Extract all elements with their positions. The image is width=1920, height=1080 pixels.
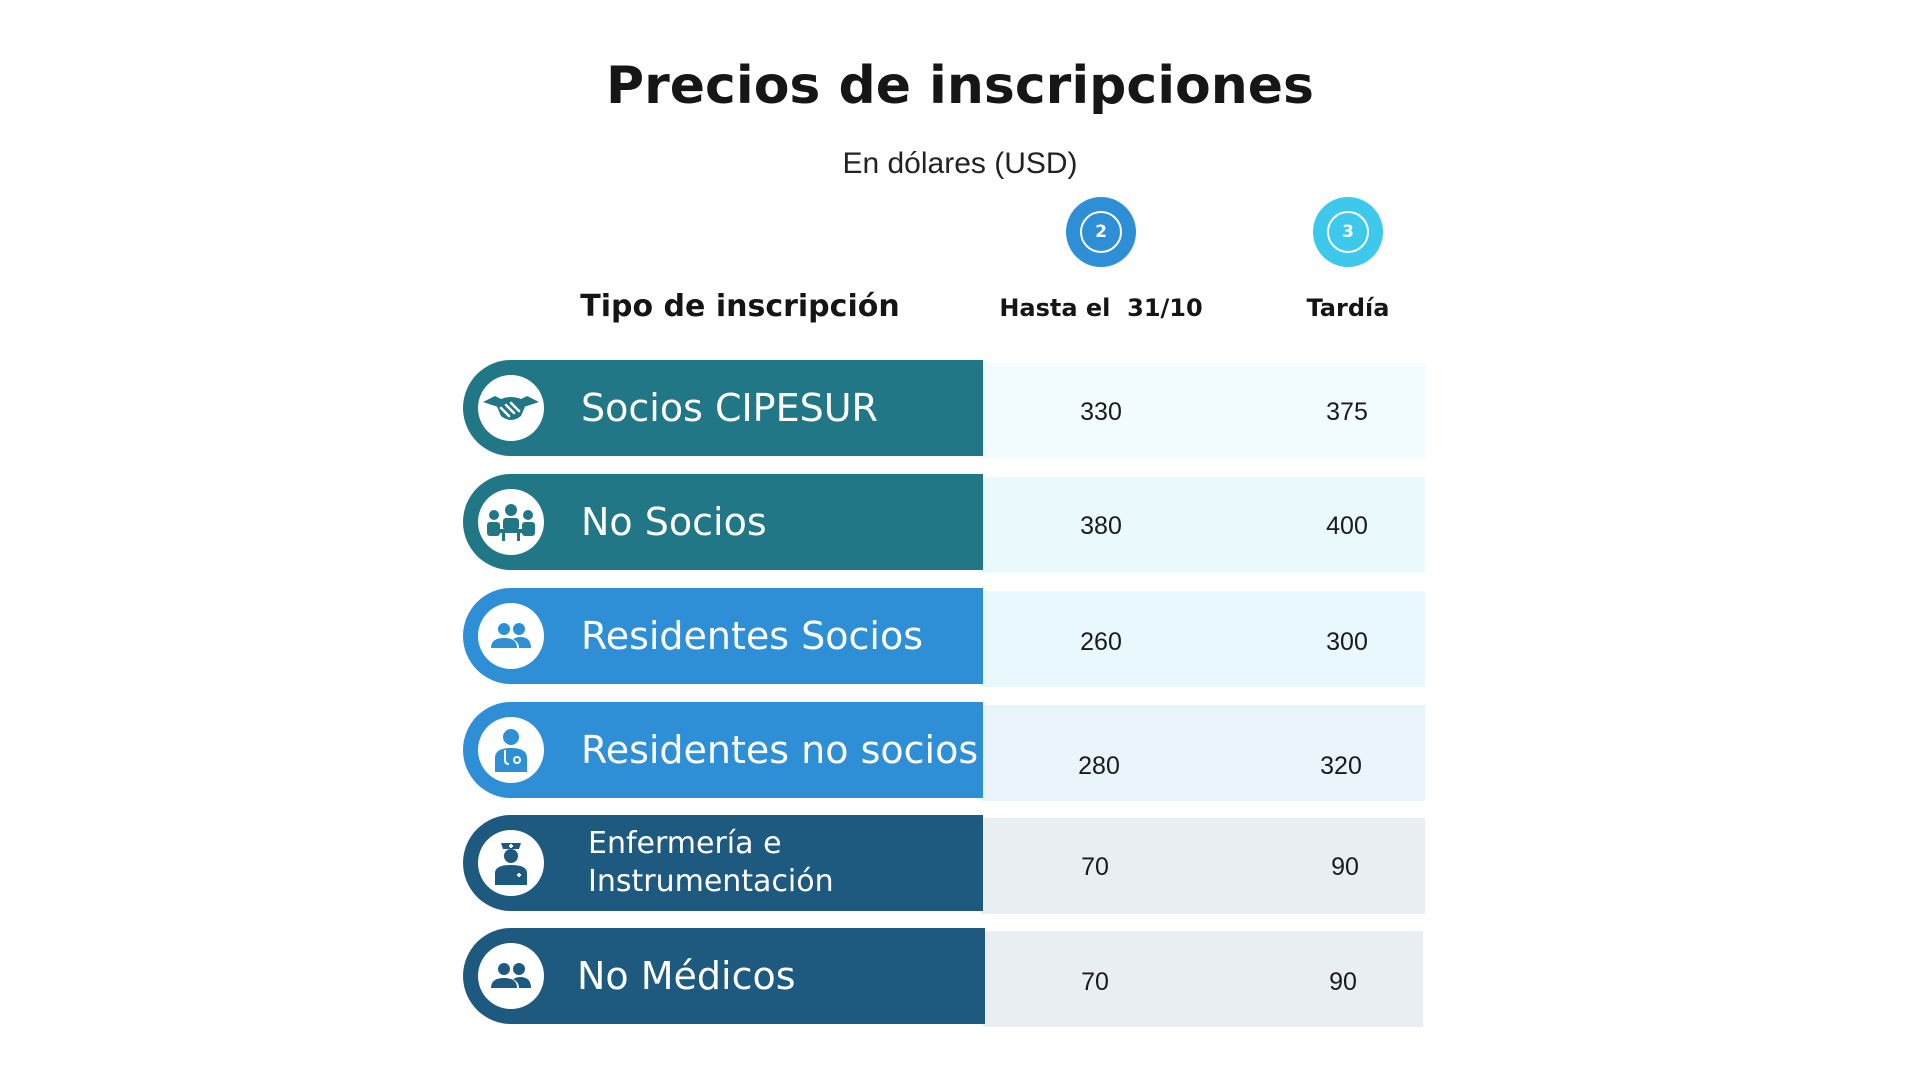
early-badge: 2 <box>1066 197 1136 267</box>
row-label: Residentes no socios <box>581 728 979 772</box>
row-label-pill: Enfermería e Instrumentación <box>463 815 983 911</box>
price-early: 70 <box>1081 968 1109 996</box>
late-badge-number: 3 <box>1327 211 1369 253</box>
price-row-socios-cipesur: Socios CIPESUR 330 375 <box>463 360 1425 459</box>
row-label-pill: Residentes no socios <box>463 702 983 798</box>
price-row-no-medicos: No Médicos 70 90 <box>463 928 1425 1027</box>
price-late: 375 <box>1326 398 1368 426</box>
row-values-background <box>981 591 1425 687</box>
price-row-residentes-socios: Residentes Socios 260 300 <box>463 588 1425 687</box>
row-label-pill: No Socios <box>463 474 983 570</box>
meeting-people-icon <box>478 489 544 555</box>
price-row-residentes-no-socios: Residentes no socios 280 320 <box>463 702 1425 801</box>
row-label-pill: Socios CIPESUR <box>463 360 983 456</box>
handshake-icon <box>478 375 544 441</box>
price-early: 380 <box>1080 512 1122 540</box>
row-label-pill: Residentes Socios <box>463 588 983 684</box>
row-values-background <box>981 818 1425 914</box>
row-label: Residentes Socios <box>581 614 924 658</box>
people-icon <box>478 943 544 1009</box>
row-label: No Médicos <box>577 954 796 998</box>
people-icon <box>478 603 544 669</box>
early-column-header: Hasta el 31/10 <box>999 294 1203 322</box>
doctor-icon <box>478 717 544 783</box>
price-late: 320 <box>1320 752 1362 780</box>
page-subtitle: En dólares (USD) <box>842 147 1078 180</box>
row-label: Enfermería e Instrumentación <box>588 826 834 899</box>
price-row-enfermeria: Enfermería e Instrumentación 70 90 <box>463 815 1425 914</box>
page-title: Precios de inscripciones <box>606 56 1314 116</box>
price-early: 330 <box>1080 398 1122 426</box>
row-label-pill: No Médicos <box>463 928 985 1024</box>
row-values-background <box>981 477 1425 573</box>
row-label: No Socios <box>581 500 767 544</box>
price-row-no-socios: No Socios 380 400 <box>463 474 1425 573</box>
type-column-header: Tipo de inscripción <box>580 289 900 324</box>
price-early: 280 <box>1078 752 1120 780</box>
price-late: 300 <box>1326 628 1368 656</box>
price-late: 90 <box>1331 853 1359 881</box>
early-badge-number: 2 <box>1080 211 1122 253</box>
row-values-background <box>981 705 1425 801</box>
nurse-icon <box>478 830 544 896</box>
price-late: 90 <box>1329 968 1357 996</box>
price-late: 400 <box>1326 512 1368 540</box>
row-label: Socios CIPESUR <box>581 386 878 430</box>
row-values-background <box>983 931 1423 1027</box>
price-early: 260 <box>1080 628 1122 656</box>
row-values-background <box>981 363 1425 459</box>
late-badge: 3 <box>1313 197 1383 267</box>
price-early: 70 <box>1081 853 1109 881</box>
late-column-header: Tardía <box>1306 294 1390 322</box>
